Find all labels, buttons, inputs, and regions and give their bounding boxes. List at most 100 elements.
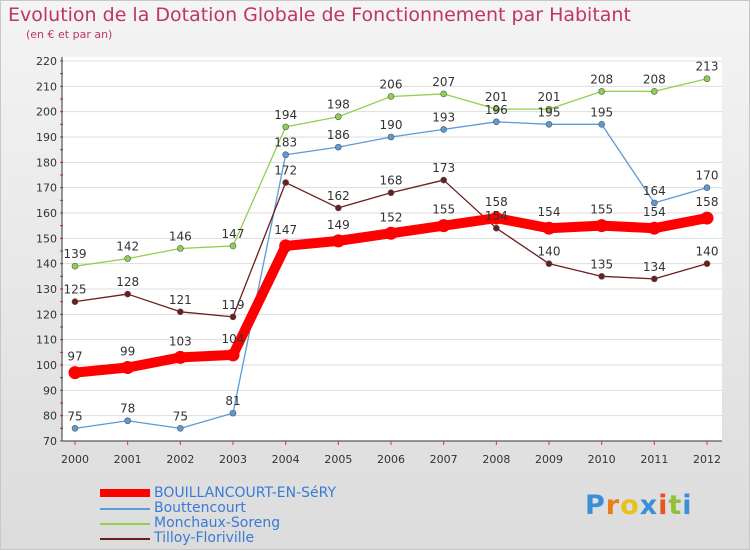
data-label: 201 [538, 90, 561, 104]
data-label: 97 [67, 350, 82, 364]
data-label: 81 [225, 394, 240, 408]
data-point [68, 366, 82, 380]
data-label: 198 [327, 98, 350, 112]
y-tick-label: 160 [36, 207, 57, 220]
data-point [177, 245, 184, 252]
proxiti-logo: Proxiti [585, 490, 693, 521]
legend-label: Tilloy-Floriville [154, 530, 255, 546]
data-point [493, 224, 500, 232]
legend-label: Bouttencourt [154, 500, 246, 516]
data-point [173, 350, 187, 364]
data-point [598, 273, 605, 280]
logo-letter: i [658, 490, 669, 521]
data-label: 158 [485, 195, 508, 209]
data-point [545, 260, 553, 267]
legend-item: Tilloy-Floriville [100, 530, 500, 546]
data-point [545, 105, 553, 113]
data-point [387, 133, 395, 141]
y-tick-label: 70 [43, 435, 57, 448]
chart-title: Evolution de la Dotation Globale de Fonc… [8, 4, 631, 26]
data-label: 172 [274, 164, 297, 178]
y-tick-label: 100 [36, 359, 57, 372]
data-point [71, 425, 79, 432]
data-point [177, 425, 184, 432]
data-point [545, 121, 553, 128]
data-point [229, 242, 237, 250]
data-point [279, 239, 293, 253]
data-label: 206 [380, 77, 403, 91]
data-label: 195 [590, 105, 613, 119]
data-label: 146 [169, 229, 192, 243]
legend-swatch [100, 538, 150, 540]
x-tick-label: 2007 [430, 453, 458, 466]
data-label: 103 [169, 334, 192, 348]
logo-letter: P [585, 490, 606, 521]
data-label: 135 [590, 257, 613, 271]
data-label: 193 [432, 110, 455, 124]
legend-swatch [100, 508, 150, 510]
data-point [124, 290, 131, 298]
data-point [598, 88, 605, 95]
logo-letter: r [605, 490, 621, 521]
data-label: 75 [173, 409, 188, 423]
data-point [651, 275, 658, 283]
data-point [177, 308, 184, 316]
data-label: 152 [380, 210, 403, 224]
data-label: 208 [590, 72, 613, 86]
data-point [651, 88, 658, 95]
data-point [124, 417, 131, 425]
legend-label: Monchaux-Soreng [154, 515, 281, 531]
data-label: 140 [538, 245, 561, 259]
y-tick-label: 220 [36, 55, 57, 68]
data-point [703, 260, 711, 267]
plot-area [62, 57, 722, 441]
data-label: 207 [432, 75, 455, 89]
data-point [331, 234, 345, 248]
data-label: 201 [485, 90, 508, 104]
y-tick-label: 130 [36, 283, 57, 296]
x-tick-label: 2011 [640, 453, 668, 466]
y-tick-label: 190 [36, 131, 57, 144]
chart-subtitle: (en € et par an) [26, 28, 113, 41]
data-label: 139 [64, 247, 87, 261]
data-label: 99 [120, 345, 135, 359]
data-label: 208 [643, 72, 666, 86]
y-tick-label: 170 [36, 182, 57, 195]
data-point [71, 262, 79, 270]
data-point [387, 93, 395, 100]
data-label: 213 [696, 60, 719, 74]
x-tick-label: 2010 [588, 453, 616, 466]
x-tick-label: 2008 [482, 453, 510, 466]
data-point [440, 90, 447, 98]
data-point [700, 211, 714, 225]
y-tick-label: 120 [36, 308, 57, 321]
x-tick-label: 2002 [166, 453, 194, 466]
x-tick-label: 2003 [219, 453, 247, 466]
data-point [124, 255, 131, 262]
data-label: 155 [590, 203, 613, 217]
legend-label: BOUILLANCOURT-EN-SéRY [154, 485, 337, 501]
data-point [647, 221, 661, 235]
data-label: 195 [538, 105, 561, 119]
data-label: 164 [643, 184, 666, 198]
data-label: 147 [274, 223, 297, 237]
data-label: 183 [274, 136, 297, 150]
data-point [229, 313, 237, 321]
data-point [595, 219, 609, 233]
data-point [651, 199, 658, 207]
data-point [489, 211, 503, 225]
data-point [542, 221, 556, 235]
data-label: 196 [485, 103, 508, 117]
data-label: 147 [222, 227, 245, 241]
data-point [493, 105, 500, 113]
data-label: 158 [696, 195, 719, 209]
data-point [282, 123, 289, 131]
logo-letter: t [668, 490, 683, 521]
data-point [71, 298, 79, 305]
x-tick-label: 2000 [61, 453, 89, 466]
data-point [384, 226, 398, 240]
legend-item: Bouttencourt [100, 500, 500, 516]
data-point [335, 143, 342, 151]
legend-item: BOUILLANCOURT-EN-SéRY [100, 485, 500, 501]
